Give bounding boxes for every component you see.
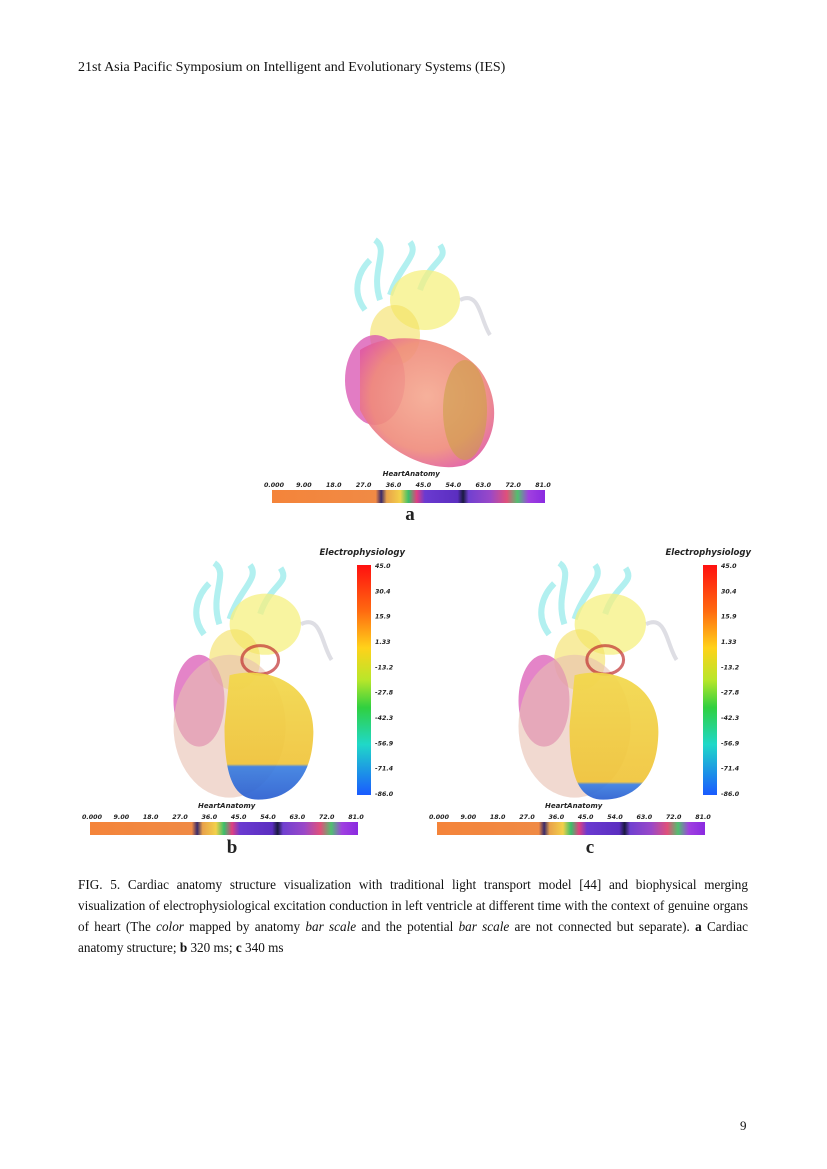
bar-tick-label: 45.0 xyxy=(578,814,594,821)
heart-render xyxy=(518,560,679,800)
vessel xyxy=(387,240,416,297)
vessel xyxy=(372,237,384,301)
anatomy-color-bar xyxy=(90,822,358,835)
vessel xyxy=(571,563,601,621)
bar-tick-label: -42.3 xyxy=(375,715,394,722)
bar-tick-label: 36.0 xyxy=(386,482,402,489)
bar-tick-label: 54.0 xyxy=(446,482,462,489)
bar-tick-label: 36.0 xyxy=(202,814,218,821)
caption-text: 320 ms; xyxy=(187,940,236,955)
caption-italic: bar scale xyxy=(305,919,357,934)
bar-tick-label: 15.9 xyxy=(721,614,737,621)
heart-render xyxy=(345,237,495,468)
bar-tick-label: -13.2 xyxy=(375,664,394,671)
bar-tick-label: 81.0 xyxy=(695,814,711,821)
figure-caption: FIG. 5. Cardiac anatomy structure visual… xyxy=(78,874,748,958)
caption-text: and the potential xyxy=(356,919,459,934)
bar-tick-label: 63.0 xyxy=(637,814,653,821)
bar-tick-label: 36.0 xyxy=(549,814,565,821)
caption-bold: c xyxy=(235,940,242,955)
vessel xyxy=(645,620,679,662)
panel-label: c xyxy=(586,837,594,858)
bar-tick-label: 45.0 xyxy=(231,814,247,821)
bar-tick-label: 9.00 xyxy=(461,814,477,821)
left-ventricle xyxy=(569,672,659,800)
bar-tick-label: -71.4 xyxy=(721,766,739,773)
bar-tick-label: 72.0 xyxy=(505,482,521,489)
bar-tick-label: 63.0 xyxy=(475,482,491,489)
caption-text: 340 ms xyxy=(241,940,284,955)
bar-tick-label: 81.0 xyxy=(535,482,551,489)
heart-render xyxy=(173,560,334,800)
bar-tick-label: 27.0 xyxy=(356,482,372,489)
bar-tick-label: 54.0 xyxy=(607,814,623,821)
panel-label: b xyxy=(227,837,238,858)
caption-bold: b xyxy=(179,940,188,955)
bar-title: HeartAnatomy xyxy=(198,802,256,810)
figure: HeartAnatomy 0.000 9.00 18.0 27.0 36.0 45.0 54.… xyxy=(82,237,752,858)
bar-tick-label: -86.0 xyxy=(721,791,740,798)
running-header: 21st Asia Pacific Symposium on Intellige… xyxy=(78,60,506,75)
vessel xyxy=(212,560,224,626)
anatomy-color-bar xyxy=(272,490,545,503)
bar-title: Electrophysiology xyxy=(320,548,406,558)
bar-title: HeartAnatomy xyxy=(545,802,603,810)
ventricle xyxy=(443,360,487,460)
bar-tick-label: 27.0 xyxy=(172,814,188,821)
bar-tick-label: 54.0 xyxy=(260,814,276,821)
caption-text: FIG. 5. Cardiac anatomy structure visual… xyxy=(78,877,748,934)
bar-tick-label: 18.0 xyxy=(490,814,506,821)
bar-title: Electrophysiology xyxy=(666,548,752,558)
bar-tick-label: 1.33 xyxy=(375,639,391,646)
bar-tick-label: 9.00 xyxy=(114,814,130,821)
bar-tick-label: 45.0 xyxy=(375,563,391,570)
bar-tick-label: -42.3 xyxy=(721,715,740,722)
vessel xyxy=(557,560,569,626)
bar-tick-label: -27.8 xyxy=(375,690,394,697)
bar-tick-label: 45.0 xyxy=(416,482,432,489)
anatomy-color-bar xyxy=(437,822,705,835)
bar-tick-label: -56.9 xyxy=(721,740,740,747)
potential-color-bar xyxy=(703,565,717,795)
caption-text: mapped by anatomy xyxy=(183,919,306,934)
bar-tick-label: 81.0 xyxy=(348,814,364,821)
caption-bold: a xyxy=(695,919,702,934)
caption-text: are not connected but separate). xyxy=(509,919,696,934)
panel-label: a xyxy=(405,504,415,525)
caption-text: Cardiac anatomy structure; xyxy=(78,919,748,955)
vessel xyxy=(300,620,334,662)
bar-tick-label: 72.0 xyxy=(666,814,682,821)
bar-tick-label: -13.2 xyxy=(721,664,740,671)
left-ventricle xyxy=(224,672,314,800)
bar-tick-label: 0.000 xyxy=(429,814,450,821)
bar-tick-label: 9.00 xyxy=(296,482,312,489)
bar-tick-label: -27.8 xyxy=(721,690,740,697)
bar-tick-label: -71.4 xyxy=(375,766,393,773)
bar-tick-label: -86.0 xyxy=(375,791,394,798)
bar-tick-label: -56.9 xyxy=(375,740,394,747)
bar-tick-label: 15.9 xyxy=(375,614,391,621)
vessel xyxy=(226,563,256,621)
bar-tick-label: 45.0 xyxy=(721,563,737,570)
vessel xyxy=(193,581,212,637)
bar-tick-label: 1.33 xyxy=(721,639,737,646)
caption-italic: color xyxy=(156,919,184,934)
bar-tick-label: 18.0 xyxy=(326,482,342,489)
bar-tick-label: 27.0 xyxy=(519,814,535,821)
bar-tick-label: 18.0 xyxy=(143,814,159,821)
bar-tick-label: 30.4 xyxy=(375,588,391,595)
bar-tick-label: 30.4 xyxy=(721,588,737,595)
potential-color-bar xyxy=(357,565,371,795)
bar-tick-label: 63.0 xyxy=(290,814,306,821)
vessel xyxy=(354,257,373,312)
bar-title: HeartAnatomy xyxy=(383,470,441,478)
caption-italic: bar scale xyxy=(458,919,510,934)
vessel xyxy=(538,581,557,637)
bar-tick-label: 0.000 xyxy=(82,814,103,821)
bar-tick-label: 72.0 xyxy=(319,814,335,821)
page-number: 9 xyxy=(740,1118,747,1133)
bar-tick-label: 0.000 xyxy=(264,482,285,489)
vessel xyxy=(459,296,492,337)
